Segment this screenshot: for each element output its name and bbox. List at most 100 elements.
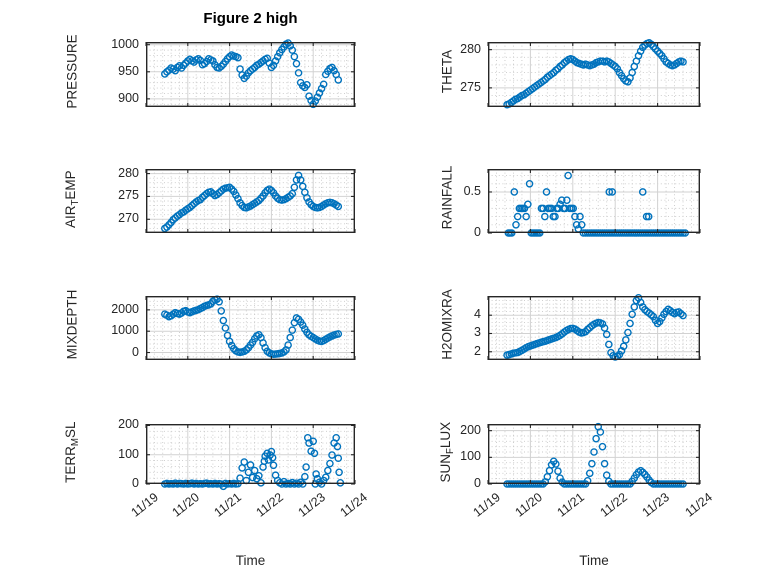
ytick-label-sun-flux: 100 — [460, 449, 481, 464]
data-point — [298, 321, 307, 330]
data-point — [305, 92, 313, 100]
data-point — [315, 478, 324, 487]
data-point — [512, 220, 520, 229]
ytick-label-mixdepth: 2000 — [111, 301, 139, 316]
data-point — [215, 297, 223, 306]
data-point — [653, 319, 662, 328]
data-point — [175, 62, 184, 70]
data-point — [590, 448, 598, 456]
data-point — [592, 434, 600, 443]
data-point — [600, 324, 609, 332]
plot-area-rainfall — [487, 168, 701, 237]
ytick-label-pressure: 900 — [118, 90, 139, 105]
data-point — [169, 215, 177, 224]
data-point — [296, 176, 305, 184]
data-point — [572, 220, 581, 229]
xlabel-time-right: Time — [579, 553, 609, 568]
data-point — [644, 212, 653, 221]
data-point — [525, 179, 534, 188]
data-point — [213, 190, 221, 199]
ytick-label-h2omixra: 4 — [474, 307, 481, 322]
data-point — [286, 333, 295, 342]
ylabel-terr-msl: TERRMSL — [63, 352, 81, 552]
ytick-label-terr-msl: 200 — [118, 417, 139, 432]
ylabel-sun-flux: SUNFLUX — [438, 352, 456, 552]
data-point — [605, 188, 614, 196]
ylabel-text: RAINFALL — [439, 165, 455, 230]
data-point — [333, 442, 342, 451]
data-point — [267, 63, 276, 72]
ytick-label-mixdepth: 0 — [132, 344, 139, 359]
data-point — [326, 459, 334, 468]
data-point — [260, 457, 269, 465]
data-point — [307, 96, 315, 105]
data-point — [605, 340, 613, 349]
data-point — [619, 342, 628, 351]
data-point — [302, 463, 310, 471]
data-point — [554, 467, 562, 476]
ytick-label-rainfall: 0 — [474, 225, 481, 239]
data-point — [552, 460, 560, 468]
ytick-label-terr-msl: 0 — [132, 476, 139, 490]
data-point — [626, 319, 634, 328]
data-point — [310, 449, 319, 458]
plot-area-air-temp — [145, 168, 356, 233]
ylabel-text: H2OMIXRA — [439, 289, 455, 360]
data-point — [647, 311, 656, 319]
figure-title: Figure 2 high — [203, 10, 298, 27]
data-point — [290, 183, 299, 192]
plot-area-terr-msl — [145, 423, 356, 491]
data-point — [608, 188, 617, 196]
data-point — [301, 472, 309, 481]
data-point — [234, 53, 242, 62]
data-point — [290, 52, 299, 61]
data-point — [679, 58, 687, 66]
data-point — [317, 84, 326, 93]
data-point — [288, 189, 297, 198]
data-point — [186, 203, 194, 212]
data-point — [219, 316, 228, 325]
data-point — [273, 52, 282, 61]
data-point — [288, 46, 297, 54]
data-point — [624, 328, 632, 337]
plot-area-theta — [487, 38, 701, 109]
data-point — [303, 80, 311, 89]
ytick-label-air-temp: 280 — [118, 165, 139, 180]
data-point — [265, 59, 274, 67]
data-point — [255, 472, 263, 480]
data-point — [242, 346, 251, 354]
data-point — [303, 193, 311, 202]
data-point — [335, 468, 343, 477]
ytick-label-sun-flux: 0 — [474, 476, 481, 490]
data-point — [602, 330, 611, 339]
data-point — [513, 212, 522, 221]
data-point — [588, 459, 596, 468]
ylabel-text: LUX — [437, 421, 453, 449]
data-point — [313, 93, 322, 102]
data-point — [200, 59, 209, 68]
data-point — [292, 59, 301, 68]
ylabel-text: TERR — [62, 446, 78, 483]
ytick-label-sun-flux: 200 — [460, 422, 481, 437]
ytick-label-theta: 275 — [460, 79, 481, 94]
ytick-label-h2omixra: 3 — [474, 325, 481, 340]
data-point — [321, 473, 330, 482]
data-point — [269, 61, 278, 70]
data-point — [585, 469, 594, 478]
data-point — [181, 59, 190, 67]
data-point — [571, 212, 579, 221]
data-point — [636, 47, 645, 55]
data-point — [209, 57, 217, 65]
data-point — [217, 62, 226, 71]
data-point — [271, 57, 280, 65]
data-point — [334, 454, 343, 463]
data-point — [215, 188, 223, 197]
ytick-label-pressure: 950 — [118, 63, 139, 78]
data-point — [319, 80, 328, 89]
data-point — [328, 451, 336, 459]
data-point — [198, 193, 207, 202]
data-point — [246, 461, 255, 469]
data-point — [576, 212, 584, 221]
data-point — [638, 188, 647, 196]
data-point — [234, 194, 242, 203]
